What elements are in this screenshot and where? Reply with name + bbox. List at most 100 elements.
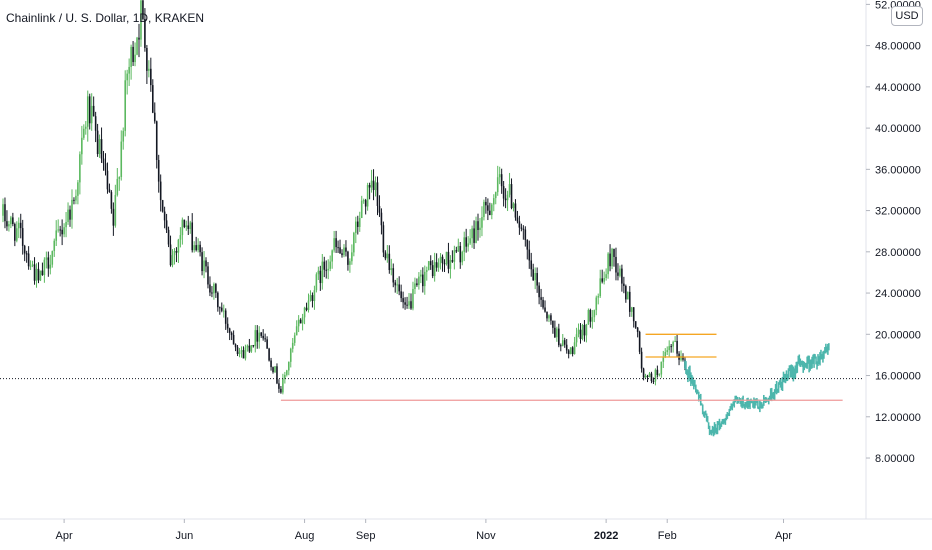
candle-body: [674, 340, 676, 342]
candle-body: [366, 185, 369, 207]
candle-body: [305, 307, 308, 311]
candle-body: [291, 342, 294, 349]
candle-body: [577, 329, 580, 335]
x-tick-label: Jun: [175, 530, 193, 542]
candle-body: [420, 274, 422, 277]
candle-body: [408, 301, 410, 306]
candle-body: [615, 256, 617, 273]
candle-body: [536, 273, 538, 286]
y-axis[interactable]: 8.00000 12.00000 16.00000 20.00000 24.00000 2…: [866, 0, 921, 465]
candle-body: [398, 284, 400, 292]
candle-body: [648, 373, 651, 378]
candle-body: [345, 247, 347, 252]
candle-body: [494, 192, 497, 199]
candle-body: [327, 268, 330, 271]
candle-body: [504, 198, 507, 201]
candle-body: [146, 47, 148, 71]
candle-body: [148, 68, 150, 71]
candle-body: [355, 221, 357, 233]
x-axis[interactable]: Apr Jun Aug Sep Nov 2022 Feb Apr: [56, 519, 793, 542]
candle-body: [161, 200, 164, 212]
candle-body: [144, 18, 146, 48]
candle-body: [634, 321, 637, 328]
candle-body: [632, 307, 635, 322]
candle-body: [485, 201, 487, 206]
candle-body: [654, 369, 657, 382]
candle-body: [27, 253, 30, 267]
candle-body: [130, 46, 132, 67]
candle-body: [126, 73, 128, 81]
candle-body: [4, 204, 6, 222]
plot-area[interactable]: [0, 0, 864, 437]
candle-body: [17, 222, 20, 229]
candle-body: [187, 225, 190, 229]
candle-body: [73, 199, 75, 201]
candle-body: [376, 182, 379, 206]
candle-body: [416, 283, 418, 285]
candle-body: [518, 221, 521, 228]
candle-body: [59, 229, 61, 231]
candle-body: [666, 350, 669, 353]
candle-body: [165, 220, 168, 230]
candle-body: [396, 284, 398, 286]
candle-body: [636, 327, 639, 332]
candle-body: [157, 159, 160, 182]
candle-body: [579, 329, 582, 339]
y-tick-label: 36.00000: [875, 164, 921, 176]
candle-body: [230, 332, 233, 335]
candle-body: [443, 263, 446, 265]
candle-body: [104, 163, 107, 171]
candle-body: [47, 257, 50, 269]
candle-body: [118, 176, 121, 179]
candle-body: [295, 326, 298, 336]
y-tick-label: 28.00000: [875, 247, 921, 259]
candle-body: [429, 261, 432, 266]
candle-body: [116, 178, 119, 195]
candle-body: [382, 225, 385, 253]
candle-body: [392, 268, 395, 283]
candle-body: [680, 356, 682, 360]
candle-body: [236, 347, 239, 355]
candle-body: [175, 250, 178, 253]
candle-body: [463, 237, 466, 252]
candle-body: [219, 307, 221, 309]
candle-body: [672, 341, 674, 347]
candle-body: [278, 383, 280, 389]
candle-body: [266, 339, 268, 349]
candle-body: [427, 261, 430, 271]
candle-body: [676, 340, 678, 354]
candle-body: [386, 253, 389, 259]
candle-body: [94, 116, 97, 131]
candle-body: [646, 375, 649, 378]
candle-body: [301, 317, 304, 324]
candle-body: [528, 249, 531, 261]
candle-body: [88, 96, 91, 124]
candle-body: [682, 356, 684, 360]
candle-body: [110, 192, 113, 209]
candle-body: [496, 177, 499, 193]
candle-body: [642, 368, 645, 378]
candle-body: [122, 130, 125, 142]
candle-body: [540, 297, 542, 300]
candle-body: [483, 201, 485, 218]
candle-body: [329, 261, 331, 269]
candle-body: [605, 274, 607, 279]
candle-body: [25, 253, 28, 255]
candle-body: [321, 261, 324, 284]
candle-body: [668, 346, 670, 351]
candle-body: [77, 182, 79, 196]
candle-body: [406, 304, 408, 306]
candle-body: [268, 348, 270, 361]
candle-body: [151, 85, 154, 113]
candle-body: [90, 105, 93, 124]
y-tick-label: 40.00000: [875, 123, 921, 135]
candle-body: [467, 243, 469, 247]
candle-body: [205, 260, 207, 267]
candle-body: [487, 205, 489, 211]
candle-body: [81, 137, 83, 155]
candle-body: [299, 319, 302, 324]
candle-body: [498, 174, 501, 178]
candle-body: [197, 244, 199, 251]
currency-button[interactable]: USD: [891, 6, 923, 26]
